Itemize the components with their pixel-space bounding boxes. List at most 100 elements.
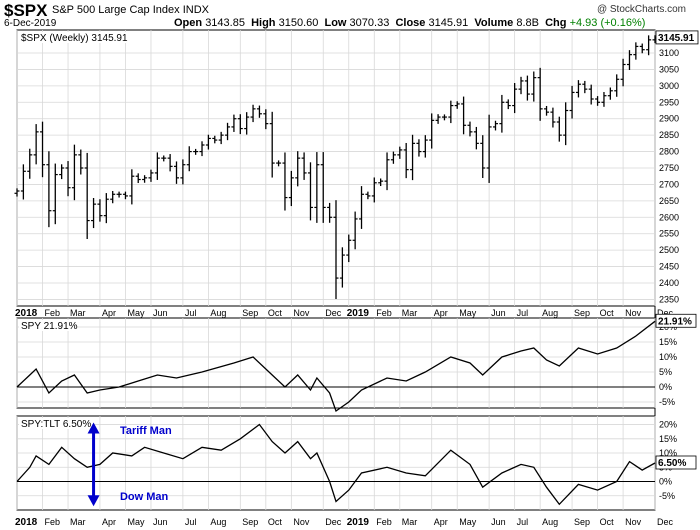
ratio-x-tick-label: Jun bbox=[491, 517, 506, 527]
ratio-x-tick-label: Mar bbox=[70, 517, 86, 527]
panel3-title: SPY:TLT 6.50% bbox=[21, 419, 91, 430]
y-tick-label-price: 3000 bbox=[659, 81, 679, 91]
y-tick-label-panel3: 20% bbox=[659, 420, 677, 430]
annotation-tariff-man: Tariff Man bbox=[120, 425, 172, 437]
y-tick-label-price: 2500 bbox=[659, 245, 679, 255]
panel-frame-2 bbox=[16, 317, 656, 409]
last-value-box bbox=[655, 313, 697, 328]
y-tick-label-panel2: 15% bbox=[659, 337, 677, 347]
y-tick-label-price: 2950 bbox=[659, 97, 679, 107]
price-x-tick-label: Dec bbox=[657, 308, 674, 318]
price-x-tick-label: Feb bbox=[376, 308, 392, 318]
y-tick-label-panel3: 10% bbox=[659, 448, 677, 458]
arrow-up-head bbox=[87, 422, 100, 434]
ratio-x-tick-label: Feb bbox=[376, 517, 392, 527]
ratio-x-tick-label: Jul bbox=[185, 517, 197, 527]
ratio-x-tick-label: Oct bbox=[268, 517, 283, 527]
y-tick-label-panel2: -5% bbox=[659, 397, 675, 407]
price-panel-title: $SPX (Weekly) 3145.91 bbox=[21, 33, 128, 44]
y-tick-label-panel3: -5% bbox=[659, 491, 675, 501]
ratio-x-tick-label: 2019 bbox=[347, 517, 370, 528]
price-x-tick-label: Oct bbox=[268, 308, 283, 318]
price-x-tick-label: Aug bbox=[542, 308, 558, 318]
ratio-x-tick-label: Oct bbox=[600, 517, 615, 527]
quote-date: 6-Dec-2019 bbox=[4, 18, 57, 29]
y-tick-label-panel2: 5% bbox=[659, 367, 672, 377]
copyright-notice: @ StockCharts.com bbox=[596, 4, 686, 15]
y-tick-label-price: 2850 bbox=[659, 130, 679, 140]
y-tick-label-price: 2800 bbox=[659, 147, 679, 157]
ratio-x-tick-label: Jul bbox=[517, 517, 529, 527]
ratio-x-tick-label: Sep bbox=[242, 517, 258, 527]
y-tick-label-panel3: 0% bbox=[659, 477, 672, 487]
price-x-tick-label: May bbox=[127, 308, 145, 318]
price-x-tick-label: Jun bbox=[153, 308, 168, 318]
y-tick-label-price: 2900 bbox=[659, 114, 679, 124]
y-tick-label-price: 2450 bbox=[659, 262, 679, 272]
ratio-x-tick-label: Feb bbox=[45, 517, 61, 527]
panel2-last-value-label: 21.91% bbox=[658, 316, 692, 327]
high-value: 3150.60 bbox=[278, 17, 319, 29]
ratio-x-tick-label: Jun bbox=[153, 517, 168, 527]
panel2-title: SPY 21.91% bbox=[21, 321, 78, 332]
y-tick-label-price: 2600 bbox=[659, 212, 679, 222]
price-x-tick-label: May bbox=[459, 308, 477, 318]
volume-label: Volume bbox=[474, 17, 514, 29]
price-x-tick-label: Sep bbox=[574, 308, 590, 318]
y-tick-label-panel2: 0% bbox=[659, 382, 672, 392]
price-x-tick-label: Aug bbox=[210, 308, 226, 318]
y-tick-label-price: 3100 bbox=[659, 48, 679, 58]
y-tick-label-price: 2350 bbox=[659, 294, 679, 304]
ratio-x-tick-label: Nov bbox=[293, 517, 310, 527]
ratio-x-tick-label: Nov bbox=[625, 517, 642, 527]
y-tick-label-panel2: 10% bbox=[659, 352, 677, 362]
annotation-dow-man: Dow Man bbox=[120, 491, 169, 503]
close-label: Close bbox=[395, 17, 426, 29]
y-tick-label-price: 3050 bbox=[659, 64, 679, 74]
low-value: 3070.33 bbox=[349, 17, 390, 29]
y-tick-label-price: 2750 bbox=[659, 163, 679, 173]
price-x-tick-label: Feb bbox=[45, 308, 61, 318]
volume-value: 8.8B bbox=[516, 17, 539, 29]
price-x-tick-label: Oct bbox=[600, 308, 615, 318]
close-value: 3145.91 bbox=[428, 17, 469, 29]
ohlc-summary: Open 3143.85 High 3150.60 Low 3070.33 Cl… bbox=[174, 17, 645, 29]
y-tick-label-panel3: 15% bbox=[659, 434, 677, 444]
title-bg bbox=[19, 32, 137, 43]
y-tick-label-price: 2400 bbox=[659, 278, 679, 288]
price-x-tick-label: Jun bbox=[491, 308, 506, 318]
chart-header: $SPX S&P 500 Large Cap Index INDX 6-Dec-… bbox=[0, 0, 700, 30]
y-tick-label-price: 2700 bbox=[659, 179, 679, 189]
series-line-panel2 bbox=[16, 320, 656, 413]
high-label: High bbox=[251, 17, 276, 29]
ratio-x-tick-label: Sep bbox=[574, 517, 590, 527]
open-label: Open bbox=[174, 17, 203, 29]
ratio-x-tick-label: Apr bbox=[102, 517, 116, 527]
price-x-tick-label: 2018 bbox=[15, 308, 38, 319]
change-value: +4.93 (+0.16%) bbox=[569, 17, 646, 29]
open-value: 3143.85 bbox=[205, 17, 245, 29]
ratio-x-tick-label: Aug bbox=[542, 517, 558, 527]
price-x-tick-label: Mar bbox=[402, 308, 418, 318]
security-full-name: S&P 500 Large Cap Index bbox=[52, 4, 180, 16]
ratio-x-tick-label: Mar bbox=[402, 517, 418, 527]
price-x-tick-label: Dec bbox=[325, 308, 342, 318]
low-label: Low bbox=[324, 17, 347, 29]
price-x-tick-label: Mar bbox=[70, 308, 86, 318]
ratio-x-tick-label: 2018 bbox=[15, 517, 38, 528]
price-x-tick-label: Apr bbox=[102, 308, 116, 318]
y-tick-label-price: 2550 bbox=[659, 229, 679, 239]
arrow-down-head bbox=[87, 495, 100, 507]
last-price-label: 3145.91 bbox=[658, 33, 695, 44]
title-bg bbox=[19, 320, 75, 331]
price-x-tick-label: Nov bbox=[293, 308, 310, 318]
ratio-x-tick-label: Aug bbox=[210, 517, 226, 527]
exchange-code: INDX bbox=[182, 4, 209, 16]
price-x-tick-label: Jul bbox=[185, 308, 197, 318]
last-value-box bbox=[655, 455, 697, 470]
ratio-x-tick-label: Dec bbox=[657, 517, 674, 527]
price-x-tick-label: 2019 bbox=[347, 308, 370, 319]
ratio-x-tick-label: May bbox=[127, 517, 145, 527]
ratio-x-tick-label: May bbox=[459, 517, 477, 527]
